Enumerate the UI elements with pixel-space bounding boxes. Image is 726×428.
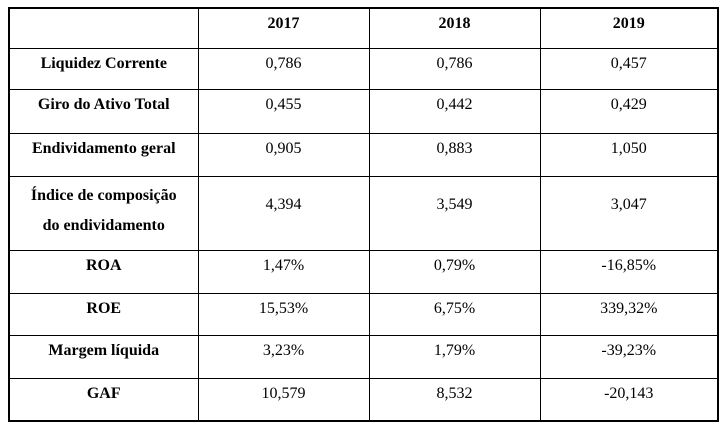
- table-row-liquidez-corrente: Liquidez Corrente 0,786 0,786 0,457: [8, 47, 719, 90]
- table-cell: 3,047: [539, 175, 719, 251]
- table-cell: 0,905: [197, 132, 370, 177]
- table-cell: 0,457: [539, 47, 719, 90]
- row-label: Liquidez Corrente: [8, 47, 199, 90]
- financial-indicators-table: 2017 2018 2019 Liquidez Corrente 0,786 0…: [8, 7, 719, 422]
- table-cell: 3,549: [368, 175, 541, 251]
- table-cell: 10,579: [197, 377, 370, 422]
- table-cell: -20,143: [539, 377, 719, 422]
- table-cell: 4,394: [197, 175, 370, 251]
- header-row: 2017 2018 2019: [8, 7, 719, 49]
- table-row-indice-composicao-endividamento: Índice de composição do endividamento 4,…: [8, 175, 719, 251]
- column-header-2018: 2018: [368, 7, 541, 49]
- table-row-giro-ativo-total: Giro do Ativo Total 0,455 0,442 0,429: [8, 88, 719, 134]
- table-row-roa: ROA 1,47% 0,79% -16,85%: [8, 249, 719, 294]
- table-cell: 0,429: [539, 88, 719, 134]
- row-label: GAF: [8, 377, 199, 422]
- table-row-endividamento-geral: Endividamento geral 0,905 0,883 1,050: [8, 132, 719, 177]
- table-cell: 0,455: [197, 88, 370, 134]
- column-header-2019: 2019: [539, 7, 719, 49]
- financial-indicators-table-container: 2017 2018 2019 Liquidez Corrente 0,786 0…: [8, 7, 719, 422]
- corner-cell: [8, 7, 199, 49]
- table-cell: 8,532: [368, 377, 541, 422]
- table-cell: 0,442: [368, 88, 541, 134]
- table-row-gaf: GAF 10,579 8,532 -20,143: [8, 377, 719, 422]
- table-cell: -39,23%: [539, 334, 719, 379]
- table-cell: -16,85%: [539, 249, 719, 294]
- table-cell: 0,786: [197, 47, 370, 90]
- table-cell: 1,79%: [368, 334, 541, 379]
- table-row-roe: ROE 15,53% 6,75% 339,32%: [8, 292, 719, 336]
- table-cell: 15,53%: [197, 292, 370, 336]
- row-label: Índice de composição do endividamento: [8, 175, 199, 251]
- row-label: Margem líquida: [8, 334, 199, 379]
- column-header-2017: 2017: [197, 7, 370, 49]
- table-cell: 339,32%: [539, 292, 719, 336]
- row-label: ROA: [8, 249, 199, 294]
- table-cell: 1,050: [539, 132, 719, 177]
- table-cell: 6,75%: [368, 292, 541, 336]
- row-label: Endividamento geral: [8, 132, 199, 177]
- row-label: ROE: [8, 292, 199, 336]
- table-cell: 3,23%: [197, 334, 370, 379]
- row-label: Giro do Ativo Total: [8, 88, 199, 134]
- table-cell: 0,883: [368, 132, 541, 177]
- table-row-margem-liquida: Margem líquida 3,23% 1,79% -39,23%: [8, 334, 719, 379]
- table-cell: 1,47%: [197, 249, 370, 294]
- table-cell: 0,786: [368, 47, 541, 90]
- table-cell: 0,79%: [368, 249, 541, 294]
